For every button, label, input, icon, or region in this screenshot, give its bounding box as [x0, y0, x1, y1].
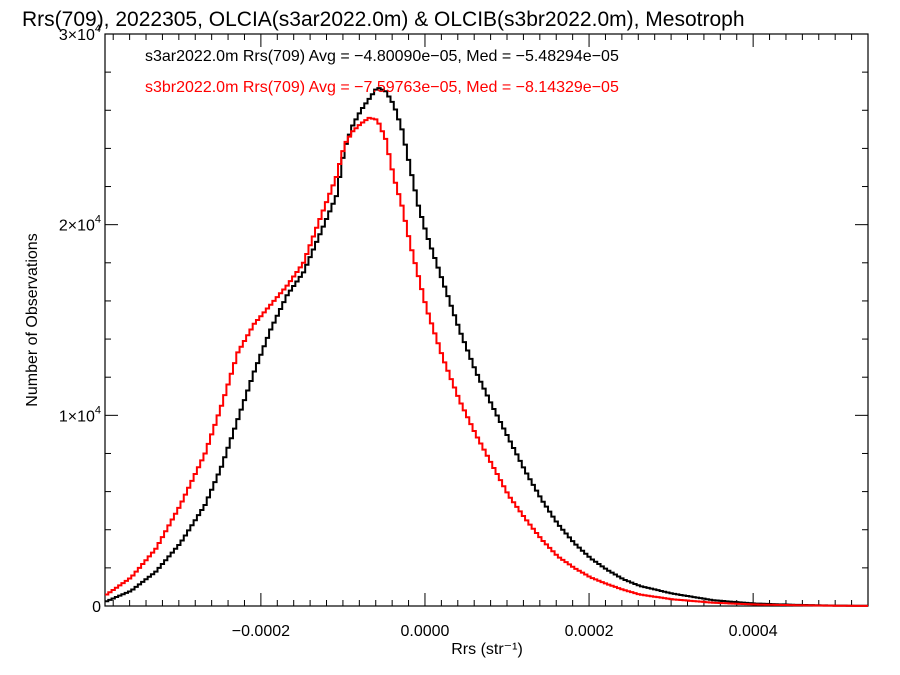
series-layer [105, 87, 868, 607]
annotation-black: s3ar2022.0m Rrs(709) Avg = −4.80090e−05,… [145, 48, 619, 65]
x-tick-label: 0.0000 [400, 623, 449, 640]
y-tick-label: 0 [92, 599, 101, 616]
x-axis-ticks: −0.0002 0.0000 0.0002 0.0004 [112, 34, 869, 640]
series-line-red [105, 116, 868, 607]
x-tick-label: −0.0002 [232, 623, 290, 640]
plot-frame [104, 33, 869, 607]
y-tick-label: 2×104 [59, 214, 101, 235]
x-tick-label: 0.0002 [565, 623, 614, 640]
x-tick-label: 0.0004 [729, 623, 778, 640]
y-tick-label: 1×104 [59, 404, 101, 425]
chart-title: Rrs(709), 2022305, OLCIA(s3ar2022.0m) & … [22, 8, 745, 31]
annotation-red: s3br2022.0m Rrs(709) Avg = −7.59763e−05,… [145, 79, 619, 96]
y-axis-ticks: 0 1×104 2×104 3×104 [59, 23, 868, 616]
y-axis-label: Number of Observations [24, 233, 41, 406]
x-axis-label: Rrs (str⁻¹) [451, 641, 523, 658]
y-tick-label: 3×104 [59, 23, 101, 44]
series-line-black [105, 87, 868, 607]
